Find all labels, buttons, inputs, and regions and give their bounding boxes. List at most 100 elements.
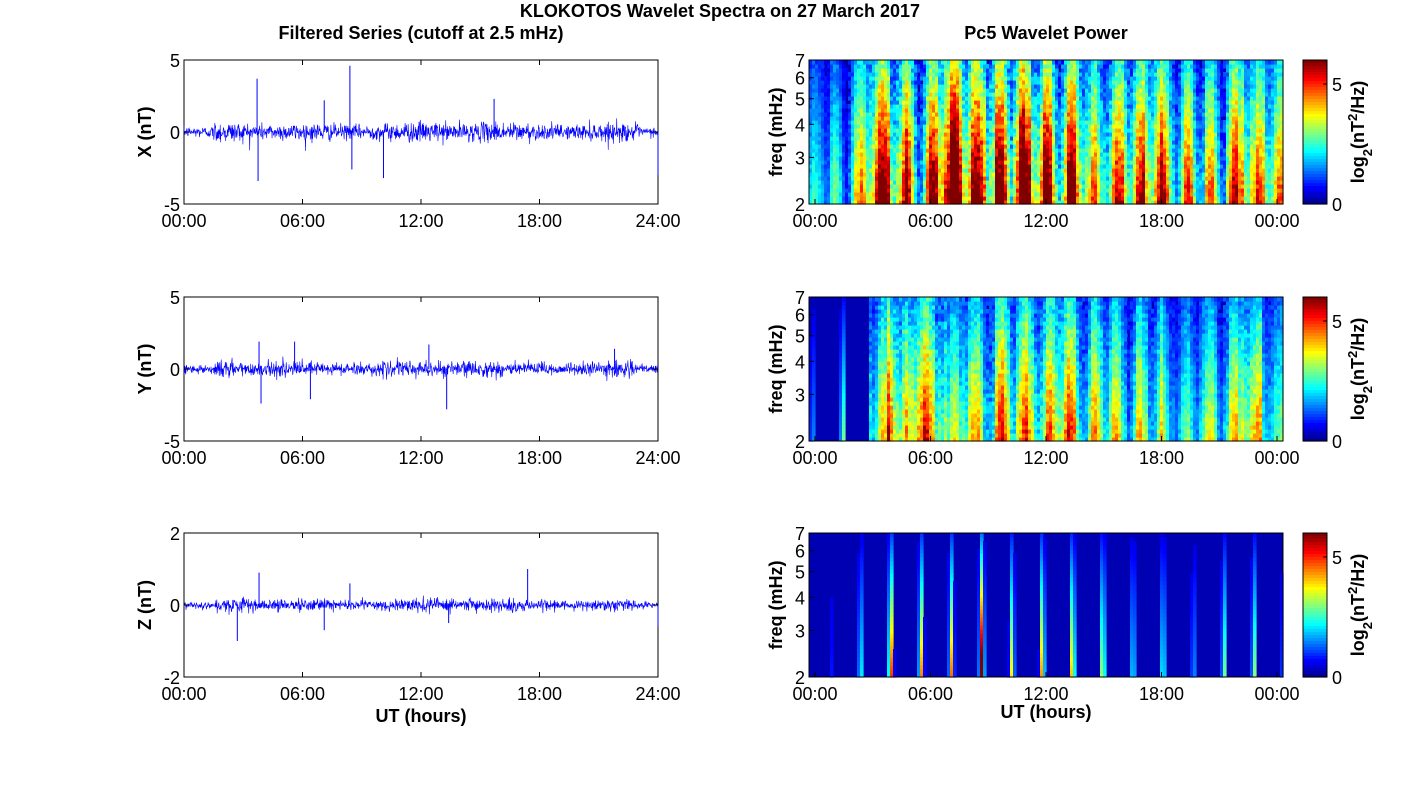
heatmap-cell	[956, 92, 960, 97]
heatmap-cell	[1037, 164, 1041, 169]
heatmap-cell	[935, 148, 939, 153]
heatmap-cell	[1112, 164, 1116, 169]
heatmap-cell	[1121, 104, 1125, 109]
heatmap-cell	[1184, 88, 1188, 93]
heatmap-cell	[1067, 128, 1071, 133]
heatmap-cell	[833, 60, 837, 65]
heatmap-cell	[1058, 88, 1062, 93]
heatmap-cell	[1211, 88, 1215, 93]
heatmap-cell	[1217, 72, 1221, 77]
heatmap-cell	[989, 92, 993, 97]
heatmap-cell	[1058, 188, 1062, 193]
heatmap-cell	[1058, 108, 1062, 113]
heatmap-cell	[884, 108, 888, 113]
heatmap-cell	[1037, 196, 1041, 201]
heatmap-cell	[1169, 164, 1173, 169]
heatmap-cell	[1130, 92, 1134, 97]
heatmap-cell	[938, 100, 942, 105]
heatmap-cell	[959, 152, 963, 157]
heatmap-cell	[992, 200, 996, 205]
heatmap-cell	[1025, 164, 1029, 169]
heatmap-cell	[1181, 164, 1185, 169]
heatmap-cell	[812, 68, 816, 73]
heatmap-cell	[887, 116, 891, 121]
heatmap-cell	[1112, 156, 1116, 161]
heatmap-cell	[998, 92, 1002, 97]
heatmap-cell	[932, 136, 936, 141]
x-tick-label: 18:00	[517, 211, 562, 231]
heatmap-cell	[1220, 92, 1224, 97]
heatmap-cell	[944, 196, 948, 201]
heatmap-cell	[1190, 152, 1194, 157]
heatmap-cell	[1040, 116, 1044, 121]
heatmap-cell	[839, 72, 843, 77]
heatmap-cell	[941, 132, 945, 137]
heatmap-cell	[836, 188, 840, 193]
heatmap-cell	[1184, 120, 1188, 125]
heatmap-cell	[1079, 80, 1083, 85]
heatmap-cell	[812, 132, 816, 137]
heatmap-cell	[857, 144, 861, 149]
heatmap-cell	[977, 192, 981, 197]
heatmap-cell	[959, 132, 963, 137]
heatmap-cell	[956, 176, 960, 181]
heatmap-cell	[896, 188, 900, 193]
heatmap-cell	[1220, 120, 1224, 125]
heatmap-cell	[1172, 180, 1176, 185]
heatmap-cell	[1070, 120, 1074, 125]
heatmap-cell	[1103, 104, 1107, 109]
heatmap-cell	[1010, 176, 1014, 181]
heatmap-cell	[905, 116, 909, 121]
heatmap-cell	[1214, 192, 1218, 197]
heatmap-cell	[1028, 128, 1032, 133]
heatmap-cell	[1004, 80, 1008, 85]
heatmap-cell	[1211, 116, 1215, 121]
heatmap-cell	[866, 76, 870, 81]
heatmap-cell	[857, 104, 861, 109]
heatmap-cell	[893, 188, 897, 193]
heatmap-cell	[854, 184, 858, 189]
heatmap-cell	[917, 76, 921, 81]
heatmap-cell	[950, 88, 954, 93]
heatmap-cell	[1211, 136, 1215, 141]
heatmap-cell	[1034, 108, 1038, 113]
heatmap-cell	[992, 136, 996, 141]
heatmap-cell	[1091, 96, 1095, 101]
heatmap-cell	[1103, 100, 1107, 105]
heatmap-cell	[992, 80, 996, 85]
heatmap-cell	[971, 200, 975, 205]
heatmap-cell	[1223, 136, 1227, 141]
heatmap-cell	[845, 184, 849, 189]
heatmap-cell	[1055, 188, 1059, 193]
heatmap-cell	[845, 116, 849, 121]
heatmap-cell	[995, 176, 999, 181]
heatmap-cell	[920, 172, 924, 177]
heatmap-cell	[911, 160, 915, 165]
heatmap-cell	[956, 192, 960, 197]
heatmap-cell	[1040, 88, 1044, 93]
heatmap-cell	[884, 176, 888, 181]
heatmap-cell	[827, 176, 831, 181]
heatmap-cell	[1097, 108, 1101, 113]
heatmap-cell	[1037, 100, 1041, 105]
heatmap-cell	[1217, 108, 1221, 113]
heatmap-cell	[1184, 60, 1188, 65]
heatmap-cell	[923, 200, 927, 205]
heatmap-cell	[1160, 64, 1164, 69]
heatmap-cell	[1181, 132, 1185, 137]
heatmap-cell	[812, 104, 816, 109]
heatmap-cell	[1163, 144, 1167, 149]
heatmap-cell	[1028, 196, 1032, 201]
heatmap-cell	[935, 168, 939, 173]
heatmap-cell	[881, 184, 885, 189]
heatmap-cell	[968, 84, 972, 89]
heatmap-cell	[1136, 144, 1140, 149]
heatmap-cell	[1103, 128, 1107, 133]
heatmap-cell	[1208, 96, 1212, 101]
heatmap-cell	[1202, 156, 1206, 161]
heatmap-cell	[992, 64, 996, 69]
heatmap-cell	[818, 116, 822, 121]
heatmap-cell	[881, 60, 885, 65]
heatmap-cell	[1082, 124, 1086, 129]
heatmap-cell	[1184, 184, 1188, 189]
